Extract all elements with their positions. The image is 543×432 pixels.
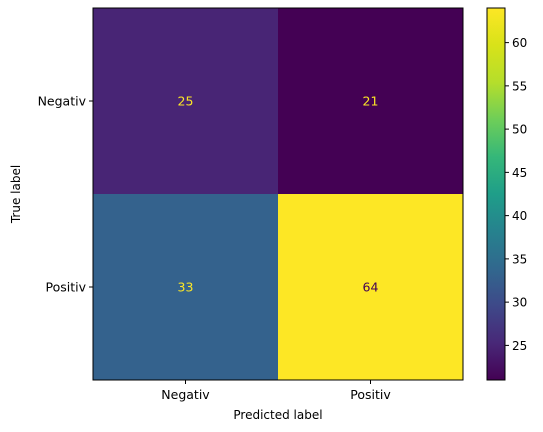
colorbar-tick-label: 60: [512, 36, 527, 50]
colorbar-tick-label: 50: [512, 123, 527, 137]
x-axis-ticks: Negativ Positiv: [161, 380, 391, 402]
cell-value-0-0: 25: [178, 94, 194, 109]
colorbar: [487, 8, 505, 380]
colorbar-tick-label: 55: [512, 79, 527, 93]
colorbar-tick-label: 35: [512, 252, 527, 266]
x-tick-label: Negativ: [161, 387, 210, 402]
cell-value-1-0: 33: [178, 280, 194, 295]
cell-value-0-1: 21: [363, 94, 379, 109]
colorbar-tick-label: 45: [512, 166, 527, 180]
x-tick-label: Positiv: [350, 387, 391, 402]
heatmap-cells: 25 21 33 64: [93, 8, 464, 381]
y-axis-label: True label: [9, 165, 23, 224]
cell-value-1-1: 64: [363, 280, 379, 295]
y-tick-label: Negativ: [38, 94, 87, 109]
y-axis-ticks: Negativ Positiv: [38, 94, 93, 295]
colorbar-tick-label: 30: [512, 296, 527, 310]
colorbar-tick-label: 40: [512, 209, 527, 223]
colorbar-tick-label: 25: [512, 339, 527, 353]
x-axis-label: Predicted label: [233, 408, 322, 422]
colorbar-ticks: 25 30 35 40 45 50 55 60: [505, 36, 527, 353]
y-tick-label: Positiv: [46, 280, 87, 295]
